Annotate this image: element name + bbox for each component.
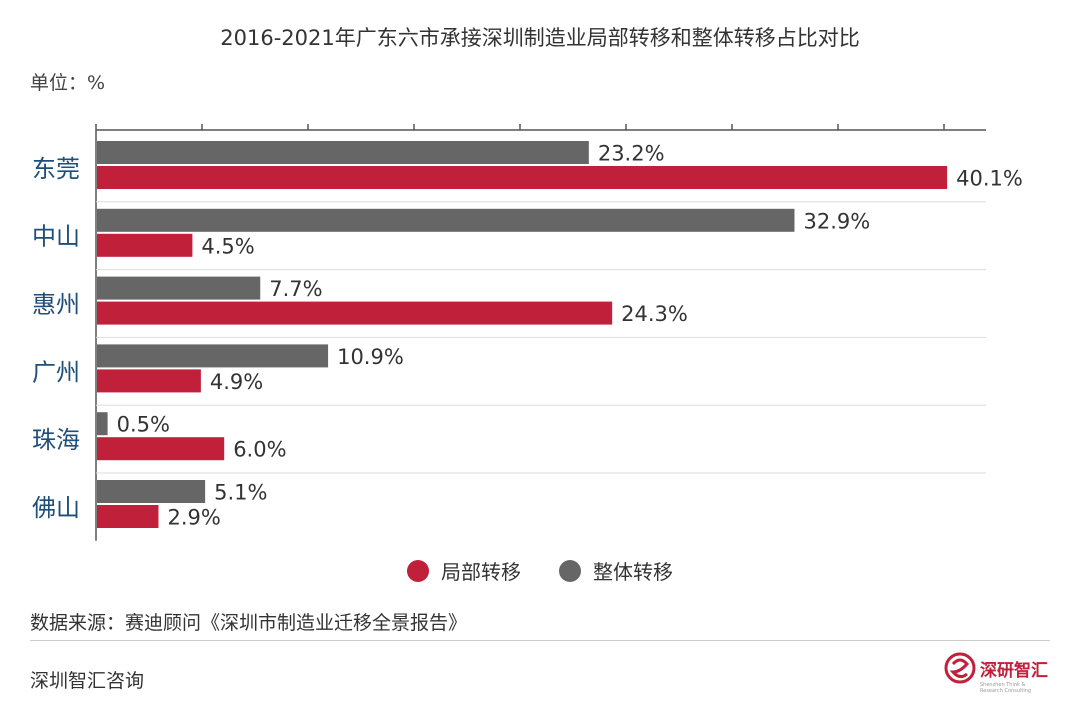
data-label: 23.2% [598, 142, 665, 166]
bar-whole [97, 412, 108, 436]
category-label: 广州 [32, 358, 80, 386]
bar-chart: 东莞 23.2% 40.1% 中山 32.9% 4.5% 惠州 7.7% 24.3% 广州 10.9… [32, 124, 1023, 541]
legend-label-whole: 整体转移 [593, 560, 673, 584]
data-label: 10.9% [337, 345, 404, 369]
data-label: 32.9% [803, 209, 870, 233]
data-label: 4.5% [201, 234, 254, 258]
legend-item-whole: 整体转移 [559, 556, 673, 585]
legend-swatch-local [407, 559, 429, 582]
data-label: 40.1% [956, 167, 1023, 191]
legend-swatch-whole [559, 559, 581, 582]
footer-text: 深圳智汇咨询 [30, 670, 145, 692]
bar-local [97, 437, 225, 461]
category-label: 东莞 [32, 155, 80, 183]
legend-item-local: 局部转移 [407, 556, 521, 585]
legend: 局部转移 整体转移 [0, 556, 1080, 585]
data-label: 0.5% [117, 413, 170, 437]
bar-whole [97, 344, 329, 368]
data-source: 数据来源：赛迪顾问《深圳市制造业迁移全景报告》 [30, 612, 468, 634]
category-label: 珠海 [32, 426, 80, 454]
brand-mark-icon [944, 652, 976, 684]
bar-local [97, 505, 159, 528]
divider [30, 640, 1050, 641]
brand-subtitle: Shenzhen Think & Research Consulting [980, 682, 1032, 694]
bar-whole [97, 208, 795, 232]
bar-whole [97, 276, 261, 300]
data-label: 4.9% [210, 370, 263, 394]
bar-local [97, 369, 201, 393]
bar-whole [97, 141, 589, 164]
brand-logo: 深研智汇 Shenzhen Think & Research Consultin… [944, 652, 1048, 694]
data-label: 2.9% [167, 506, 220, 530]
bar-whole [97, 480, 206, 503]
legend-label-local: 局部转移 [441, 560, 521, 584]
bar-local [97, 166, 948, 189]
category-label: 惠州 [32, 291, 80, 319]
category-label: 中山 [32, 223, 80, 251]
data-label: 5.1% [214, 481, 267, 505]
data-label: 7.7% [269, 277, 322, 301]
unit-label: 单位：% [30, 72, 106, 94]
bar-local [97, 233, 193, 257]
data-label: 6.0% [233, 438, 286, 462]
brand-name: 深研智汇 [980, 660, 1048, 681]
chart-title: 2016-2021年广东六市承接深圳制造业局部转移和整体转移占比对比 [220, 26, 860, 50]
bar-local [97, 301, 613, 325]
category-label: 佛山 [32, 494, 80, 522]
data-label: 24.3% [621, 302, 688, 326]
